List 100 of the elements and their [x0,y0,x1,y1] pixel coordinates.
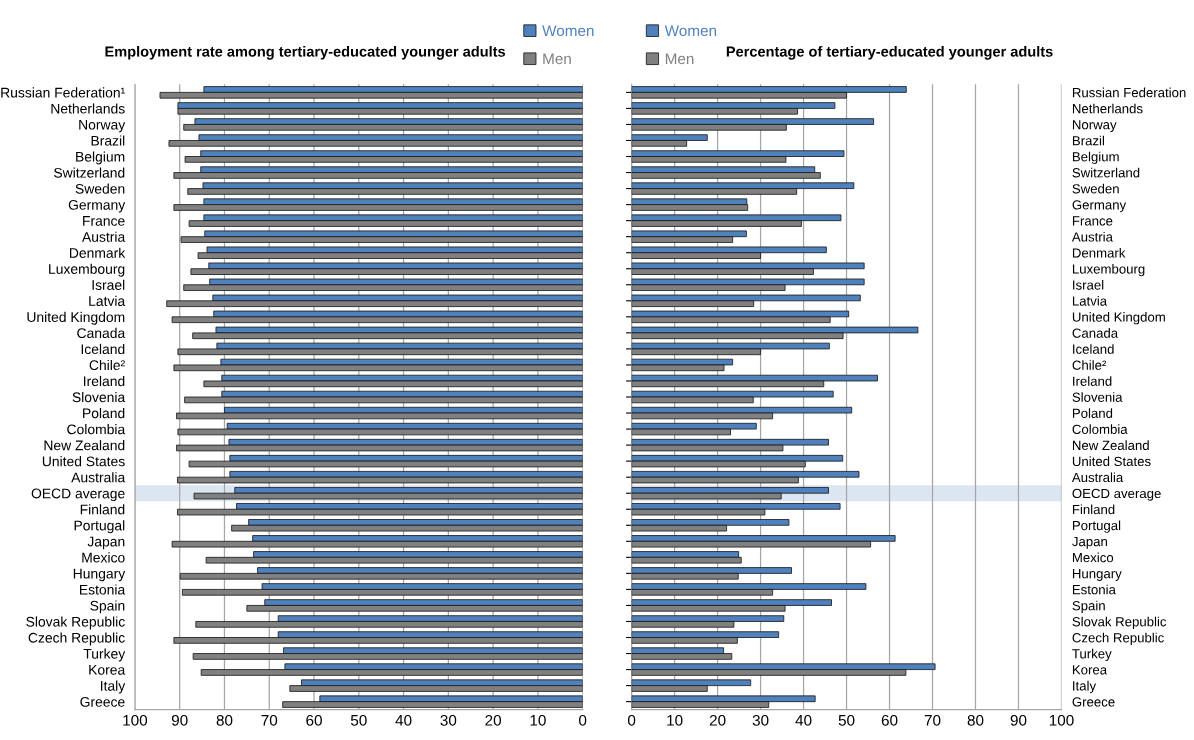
y-tick-label: Sweden [1072,183,1119,194]
y-tick-label: France [1072,216,1113,226]
y-tick-label: Norway [79,119,126,133]
y-tick-label: Chile² [1072,360,1107,370]
y-tick-label: Hungary [1072,569,1122,581]
y-tick-label: Canada [1072,328,1119,338]
y-tick-label: United Kingdom [1072,312,1165,325]
x-tick-label: 90 [1010,714,1027,726]
y-tick-label: New Zealand [44,440,125,451]
x-tick-label: 0 [579,714,587,726]
x-tick-label: 30 [440,714,457,726]
x-tick-label: 20 [485,714,502,726]
y-tick-label: Austria [1071,231,1113,242]
y-tick-label: Greece [1072,697,1115,707]
y-tick-label: Italy [101,680,126,694]
y-tick-label: Japan [1072,537,1107,549]
x-tick-label: 0 [627,714,636,726]
y-tick-label: Estonia [1072,584,1116,595]
y-tick-label: Portugal [74,520,125,534]
y-tick-label: Spain [90,600,125,614]
x-tick-label: 10 [530,714,546,726]
x-tick-label: 90 [171,714,188,726]
y-tick-label: United Kingdom [27,311,125,325]
y-tick-label: Russian Federation [1072,87,1186,98]
y-tick-label: Iceland [1073,344,1114,354]
y-tick-label: Colombia [67,424,126,435]
y-tick-label: Belgium [76,151,125,165]
x-tick-label: 40 [395,714,412,726]
y-tick-label: Turkey [1072,648,1112,662]
x-tick-label: 80 [216,714,233,726]
y-tick-label: Ireland [84,375,125,387]
y-tick-label: Japan [87,536,125,550]
x-tick-label: 60 [306,714,322,726]
y-tick-label: Mexico [82,552,125,563]
y-tick-label: Luxembourg [1072,263,1145,277]
y-tick-label: OECD average [1072,488,1161,501]
y-tick-label: Greece [80,696,125,707]
y-tick-label: Italy [1073,680,1097,694]
x-tick-label: 100 [123,714,148,726]
y-tick-label: Slovak Republic [1072,616,1167,629]
x-tick-label: 50 [838,714,855,726]
y-tick-label: Germany [1072,200,1127,213]
y-tick-label: Brazil [91,135,125,146]
y-tick-label: Latvia [89,295,126,306]
y-tick-label: OECD average [31,488,125,502]
y-tick-label: Poland [83,408,125,419]
y-tick-label: Denmark [1072,247,1126,258]
legend-label: Women [542,25,594,37]
y-tick-label: Latvia [1072,296,1108,306]
chart-title: Percentage of tertiary-educated younger adults [726,46,1053,60]
x-tick-label: 80 [967,714,984,726]
y-tick-label: Korea [89,665,126,675]
y-tick-label: Poland [1072,408,1113,418]
y-tick-label: Israel [92,279,125,290]
y-tick-label: Ireland [1073,376,1112,386]
legend-label: Men [543,53,571,65]
y-tick-label: New Zealand [1072,440,1149,451]
y-tick-label: Israel [1073,280,1104,290]
y-tick-label: Netherlands [51,103,125,114]
series-label: Men [665,53,694,65]
y-tick-label: United States [42,456,125,467]
x-tick-label: 100 [1049,714,1074,726]
y-tick-label: Australia [1071,472,1124,483]
y-tick-label: Switzerland [54,167,125,178]
y-tick-label: Australia [71,472,126,483]
y-tick-label: Turkey [83,648,126,662]
y-tick-label: Czech Republic [1072,632,1164,646]
y-tick-label: Brazil [1072,135,1104,146]
y-tick-label: United States [1072,456,1151,467]
y-tick-label: Mexico [1072,552,1114,563]
y-tick-label: Czech Republic [28,632,125,646]
y-tick-label: Denmark [70,247,126,258]
y-tick-label: Spain [1072,600,1105,613]
y-tick-label: Korea [1072,665,1108,675]
chart-title: Employment rate among tertiary-educated younger adults [105,46,506,60]
y-tick-label: Netherlands [1072,103,1143,114]
y-tick-label: Switzerland [1072,167,1140,178]
y-tick-label: Luxembourg [49,263,125,277]
x-tick-label: 40 [795,714,812,726]
y-tick-label: Finland [1072,504,1115,515]
x-tick-label: 50 [350,714,367,726]
x-tick-label: 20 [709,714,726,726]
y-tick-label: Portugal [1072,520,1121,533]
y-tick-label: France [83,216,125,226]
text: Women [664,25,717,37]
y-tick-label: Germany [68,199,126,213]
y-tick-label: Chile² [89,359,125,371]
y-tick-label: Austria [82,231,126,242]
y-tick-label: Belgium [1072,151,1119,165]
y-tick-label: Slovenia [1072,392,1123,402]
y-tick-label: Sweden [75,183,125,194]
x-tick-label: 70 [261,714,278,726]
y-tick-label: Canada [77,327,126,339]
x-tick-label: 70 [924,714,941,726]
y-tick-label: Norway [1072,120,1117,132]
y-tick-label: Russian Federation¹ [1,87,125,98]
y-tick-label: Finland [80,504,125,515]
x-tick-label: 60 [881,714,898,726]
x-tick-label: 30 [752,714,769,726]
y-tick-label: Hungary [73,568,126,582]
